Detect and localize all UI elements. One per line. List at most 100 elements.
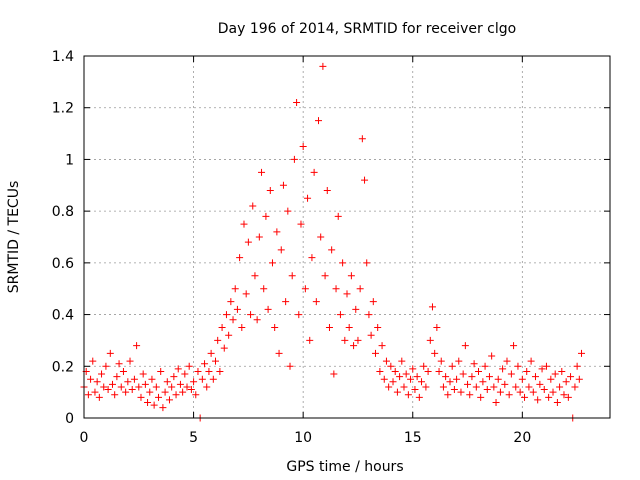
data-point <box>516 388 524 396</box>
data-point <box>100 383 108 391</box>
data-point <box>290 155 298 163</box>
data-point <box>306 336 314 344</box>
data-point <box>433 324 441 331</box>
data-point <box>385 383 393 391</box>
data-point <box>258 168 266 176</box>
data-point <box>488 352 496 360</box>
data-point <box>553 398 561 406</box>
plot-frame <box>83 55 611 419</box>
data-point <box>253 316 261 324</box>
y-tick-label: 0.2 <box>52 359 74 375</box>
data-point <box>308 254 316 262</box>
data-point <box>378 342 386 350</box>
data-point <box>564 393 572 401</box>
data-point <box>113 373 121 381</box>
data-point <box>84 391 92 399</box>
data-point <box>527 357 535 365</box>
data-point <box>249 202 257 210</box>
data-point <box>325 324 333 331</box>
data-point <box>157 367 165 375</box>
data-point <box>534 396 542 404</box>
data-point <box>490 383 498 391</box>
chart-title: Day 196 of 2014, SRMTID for receiver clg… <box>218 21 516 37</box>
data-point <box>91 388 99 396</box>
data-point <box>194 367 202 375</box>
data-point <box>503 357 511 365</box>
data-point <box>485 373 493 381</box>
data-point <box>115 360 123 368</box>
data-point <box>501 380 509 388</box>
data-point <box>212 357 219 365</box>
data-point <box>216 367 224 375</box>
data-point <box>343 290 351 298</box>
y-tick-label: 0 <box>65 411 74 427</box>
data-point <box>198 375 206 383</box>
data-point <box>507 370 515 378</box>
data-point <box>389 378 397 386</box>
data-point <box>376 367 384 375</box>
data-points <box>80 62 586 422</box>
data-point <box>525 383 533 391</box>
data-point <box>382 357 390 365</box>
data-point <box>262 212 270 220</box>
data-point <box>339 259 347 267</box>
data-point <box>247 311 255 319</box>
data-point <box>89 357 97 365</box>
data-point <box>190 378 198 386</box>
data-point <box>523 367 531 375</box>
data-point <box>321 272 329 280</box>
data-point <box>464 380 472 388</box>
y-tick-label: 1.4 <box>52 49 74 65</box>
data-point <box>367 331 375 339</box>
data-point <box>391 367 399 375</box>
axis-ticks: 0 0.2 0.4 0.6 0.8 1 1.2 1.4 0 5 10 15 20 <box>52 49 610 446</box>
data-point <box>400 383 408 391</box>
data-point <box>295 311 303 319</box>
data-point <box>117 383 125 391</box>
data-point <box>297 220 305 228</box>
data-point <box>133 342 141 350</box>
data-point <box>128 386 136 394</box>
x-tick-label: 20 <box>513 430 531 446</box>
data-point <box>268 259 276 267</box>
data-point <box>439 383 447 391</box>
data-point <box>571 383 579 391</box>
data-point <box>282 298 290 306</box>
data-point <box>137 393 145 401</box>
data-point <box>299 143 307 150</box>
data-point <box>130 375 138 383</box>
data-point <box>536 380 544 388</box>
data-point <box>95 393 103 401</box>
data-point <box>334 212 342 220</box>
data-point <box>106 349 114 357</box>
data-point <box>446 378 454 386</box>
data-point <box>207 349 215 357</box>
data-point <box>273 228 281 236</box>
data-point <box>442 373 450 381</box>
data-point <box>310 168 318 176</box>
data-point <box>573 362 581 370</box>
data-point <box>185 362 193 370</box>
data-point <box>275 349 283 357</box>
data-point <box>181 370 189 378</box>
data-point <box>168 383 176 391</box>
data-point <box>222 311 230 319</box>
data-point <box>551 370 559 378</box>
data-point <box>328 246 336 254</box>
data-point <box>450 386 458 394</box>
data-point <box>152 383 160 391</box>
data-point <box>260 285 268 293</box>
data-point <box>468 373 476 381</box>
data-point <box>172 391 180 399</box>
data-point <box>236 254 244 262</box>
data-point <box>102 362 110 370</box>
data-point <box>547 375 555 383</box>
data-point <box>141 380 149 388</box>
data-point <box>286 362 294 370</box>
y-tick-label: 0.8 <box>52 204 74 220</box>
data-point <box>161 388 169 396</box>
data-point <box>135 383 143 391</box>
data-point <box>187 386 195 394</box>
